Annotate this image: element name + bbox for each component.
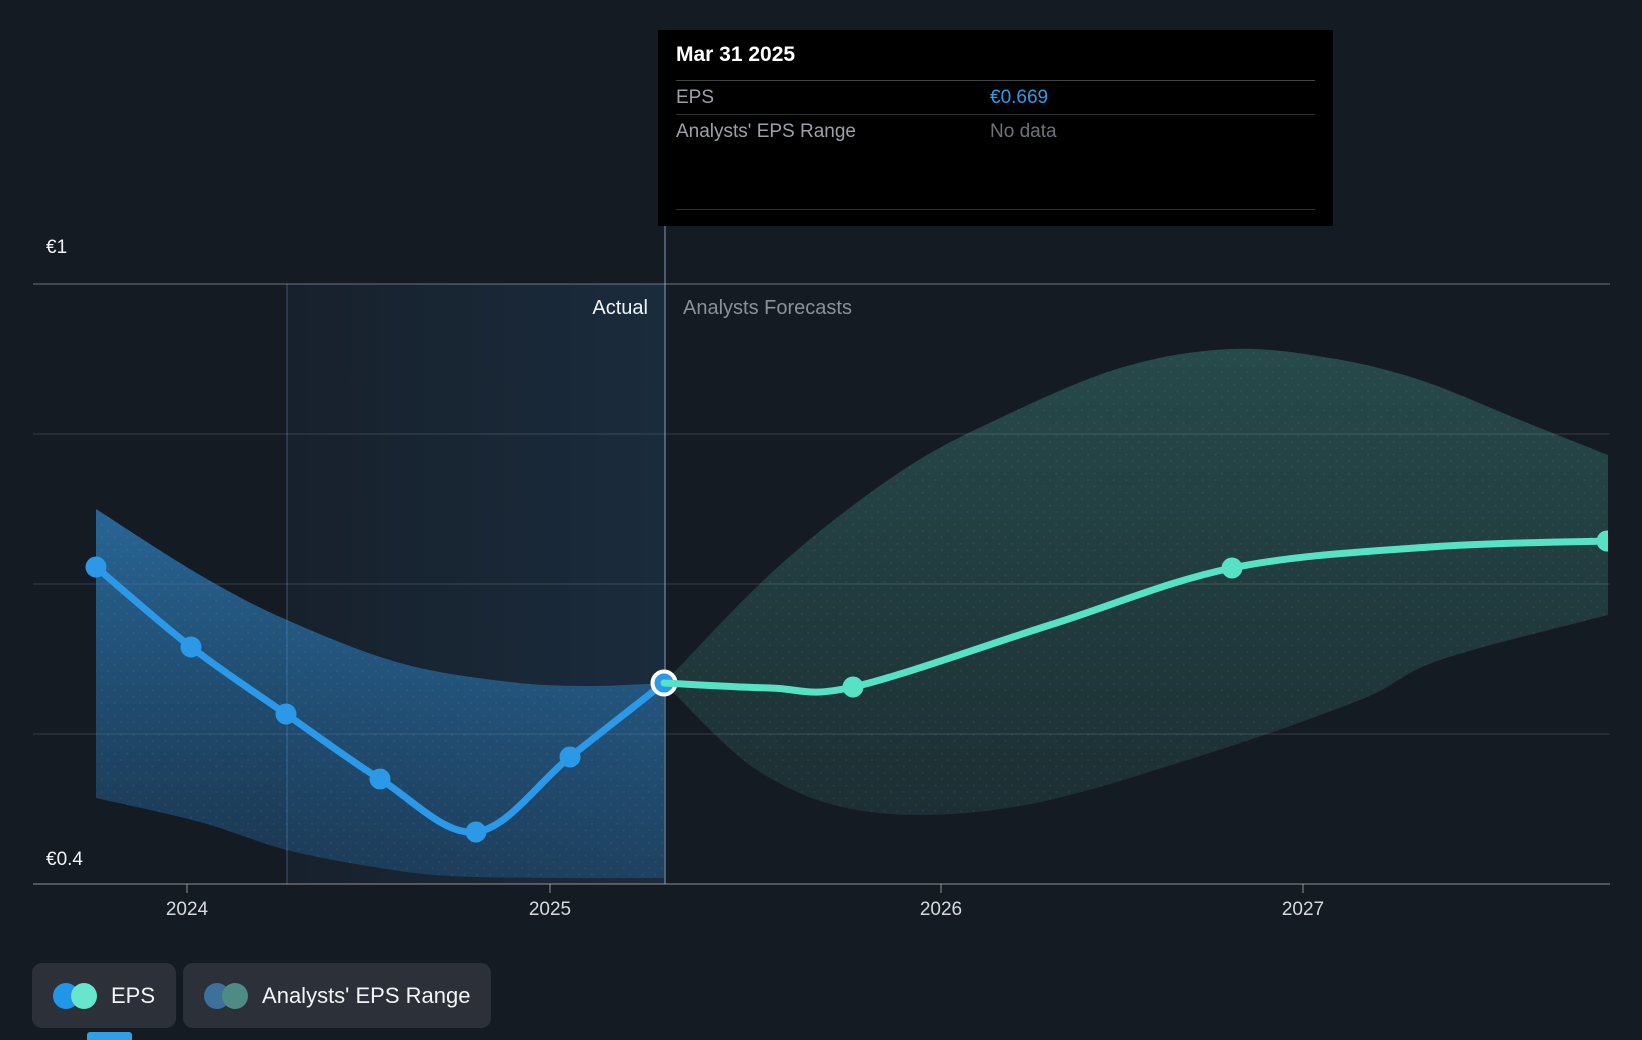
y-axis-label-bottom: €0.4	[46, 849, 83, 870]
chart-tooltip: Mar 31 2025 EPS €0.669 Analysts' EPS Ran…	[658, 30, 1333, 226]
data-point-dot[interactable]	[465, 821, 487, 843]
data-point-dot[interactable]	[1596, 530, 1618, 552]
data-point-dot[interactable]	[842, 676, 864, 698]
legend-chip-eps[interactable]: EPS	[32, 963, 177, 1028]
brand-accent-bar	[87, 1032, 132, 1040]
tooltip-row-eps: EPS €0.669	[676, 81, 1315, 115]
x-tick-label-2025: 2025	[528, 899, 572, 920]
data-point-dot[interactable]	[180, 636, 202, 658]
x-tick-label-2026: 2026	[919, 899, 963, 920]
analysts-range-series-icon	[204, 982, 249, 1009]
x-tick-label-2024: 2024	[165, 899, 209, 920]
x-tick-label-2027: 2027	[1281, 899, 1325, 920]
data-point-dot[interactable]	[85, 556, 107, 578]
band-texture	[96, 509, 664, 879]
eps-series-icon	[53, 982, 97, 1009]
data-point-dot[interactable]	[1221, 557, 1243, 579]
legend-chip-analysts-range[interactable]: Analysts' EPS Range	[183, 963, 492, 1028]
chart-legend: EPS Analysts' EPS Range	[32, 963, 492, 1028]
tooltip-bottom-divider	[676, 209, 1315, 210]
phase-label-forecast: Analysts Forecasts	[683, 297, 852, 319]
tooltip-range-label: Analysts' EPS Range	[676, 120, 856, 142]
y-axis-label-top: €1	[46, 237, 68, 258]
data-point-dot[interactable]	[275, 703, 297, 725]
forecast-eps-line	[660, 537, 1608, 696]
phase-label-actual: Actual	[592, 297, 648, 319]
data-point-dot[interactable]	[559, 746, 581, 768]
tooltip-eps-value: €0.669	[990, 86, 1049, 108]
legend-eps-label: EPS	[111, 982, 156, 1008]
tooltip-eps-label: EPS	[676, 86, 715, 108]
data-point-dot[interactable]	[369, 768, 391, 790]
tooltip-range-value: No data	[990, 120, 1057, 142]
tooltip-date-title: Mar 31 2025	[676, 30, 1315, 81]
tooltip-row-range: Analysts' EPS Range No data	[676, 115, 1315, 148]
band-texture	[664, 348, 1608, 816]
legend-analysts-range-label: Analysts' EPS Range	[262, 982, 471, 1008]
